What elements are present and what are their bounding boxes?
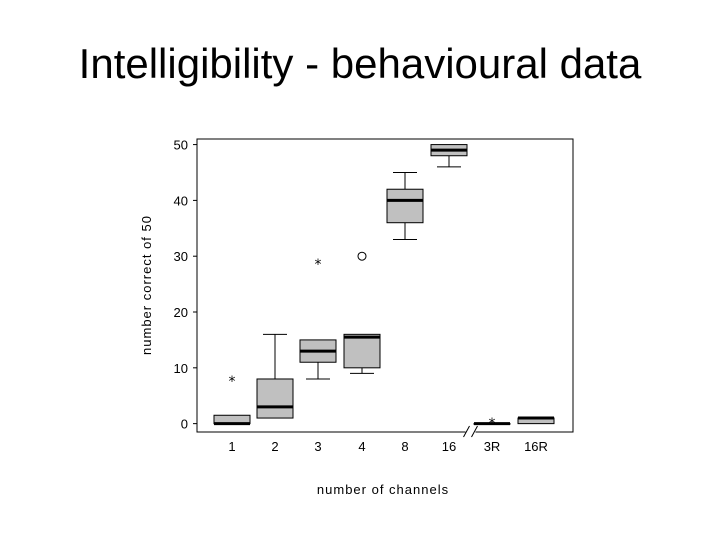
box-3: * [299, 257, 337, 380]
box-4 [343, 251, 381, 374]
y-tick-label: 50 [174, 138, 188, 153]
y-tick-label: 30 [174, 249, 188, 264]
x-tick-label: 3 [314, 439, 321, 454]
box-iqr [343, 333, 381, 369]
x-axis-label: number of channels [317, 482, 449, 497]
y-axis-label: number correct of 50 [139, 215, 154, 355]
y-tick-label: 10 [174, 361, 188, 376]
x-tick-label: 16 [442, 439, 456, 454]
box-8 [386, 171, 424, 240]
extreme-point: * [315, 257, 322, 273]
box-2 [256, 333, 294, 419]
box-1: * [213, 374, 251, 426]
y-tick-label: 20 [174, 305, 188, 320]
x-tick-label: 3R [484, 439, 501, 454]
x-tick-label: 4 [358, 439, 365, 454]
extreme-point: * [489, 416, 496, 432]
box-3R: * [473, 416, 511, 432]
box-16R [517, 416, 555, 425]
outlier-point [357, 251, 367, 261]
y-tick-label: 0 [181, 417, 188, 432]
plot-area [196, 138, 574, 433]
box-iqr [386, 188, 424, 224]
x-tick-label: 16R [524, 439, 548, 454]
extreme-point: * [229, 374, 236, 390]
slide-title: Intelligibility - behavioural data [78, 40, 642, 87]
axis-break-mark [463, 425, 470, 438]
box-iqr [256, 378, 294, 419]
x-tick-label: 8 [401, 439, 408, 454]
x-tick-label: 2 [271, 439, 278, 454]
box-16 [430, 144, 468, 168]
y-tick-label: 40 [174, 193, 188, 208]
axis-break-gap [465, 426, 476, 438]
x-tick-label: 1 [228, 439, 235, 454]
axis-break-mark [471, 425, 478, 438]
